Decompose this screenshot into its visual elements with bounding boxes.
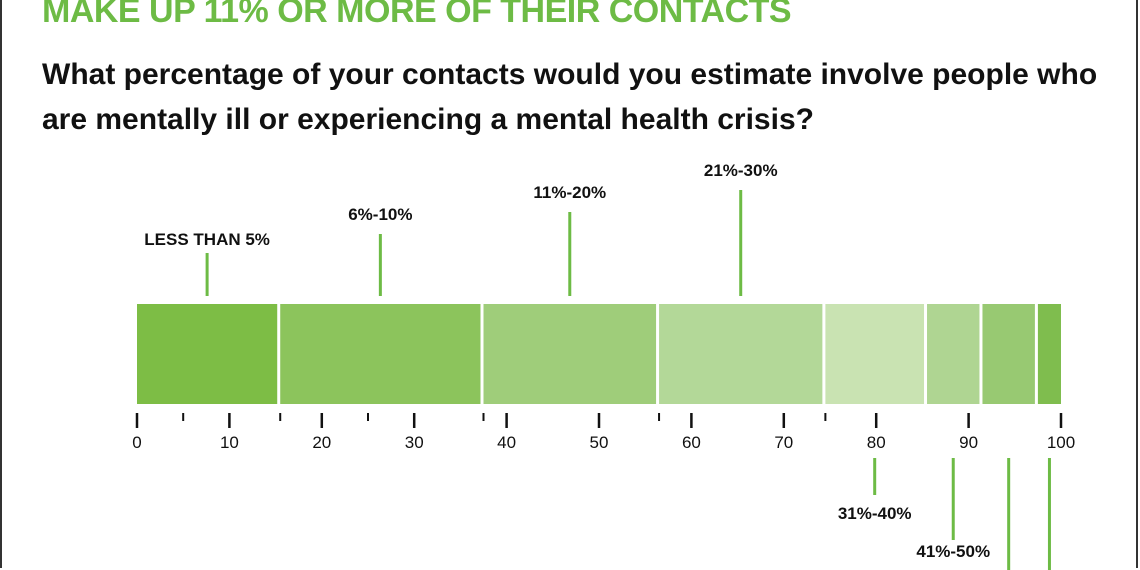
tick-label-0: 0 [132, 433, 141, 452]
tick-label-60: 60 [682, 433, 701, 452]
tick-label-40: 40 [497, 433, 516, 452]
bar-segment-0 [137, 304, 278, 404]
tick-label-90: 90 [959, 433, 978, 452]
bar-segment-4 [825, 304, 925, 404]
category-label-3: 21%-30% [704, 161, 778, 180]
bar-segment-5 [927, 304, 980, 404]
category-label-4: 31%-40% [838, 504, 912, 523]
tick-label-50: 50 [590, 433, 609, 452]
tick-label-30: 30 [405, 433, 424, 452]
bar-segment-2 [483, 304, 657, 404]
tick-label-10: 10 [220, 433, 239, 452]
category-label-0: LESS THAN 5% [144, 230, 270, 249]
tick-label-70: 70 [774, 433, 793, 452]
tick-label-80: 80 [867, 433, 886, 452]
bar-segment-1 [280, 304, 481, 404]
category-label-5: 41%-50% [916, 542, 990, 561]
question-text: What percentage of your contacts would y… [42, 58, 1098, 136]
bar-segment-3 [659, 304, 823, 404]
category-label-2: 11%-20% [533, 183, 606, 202]
tick-label-20: 20 [312, 433, 331, 452]
category-label-1: 6%-10% [348, 205, 412, 224]
tick-label-100: 100 [1047, 433, 1075, 452]
bar-segment-7 [1037, 304, 1061, 404]
bar-segment-6 [982, 304, 1035, 404]
headline: MAKE UP 11% OR MORE OF THEIR CONTACTS [42, 0, 792, 30]
